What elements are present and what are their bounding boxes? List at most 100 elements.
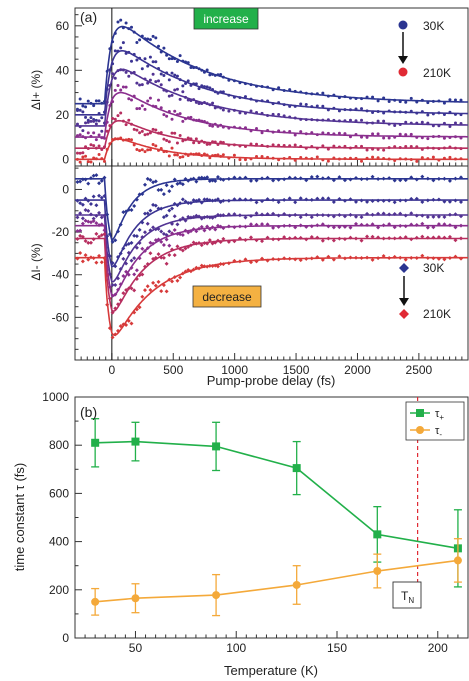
data-point — [129, 25, 133, 29]
data-point — [387, 109, 391, 113]
data-point — [134, 245, 139, 250]
data-point — [348, 225, 353, 230]
legend-bottom-start-label: 30K — [423, 261, 444, 275]
data-point — [271, 112, 275, 116]
data-point — [97, 99, 101, 103]
data-point — [180, 197, 185, 202]
data-point — [129, 71, 133, 75]
data-point — [129, 265, 134, 270]
data-point — [453, 98, 457, 102]
data-point — [105, 147, 109, 151]
data-point — [207, 198, 212, 203]
data-point — [129, 240, 134, 245]
data-point — [431, 178, 436, 183]
data-point — [102, 228, 107, 233]
data-point — [170, 184, 175, 189]
data-point — [360, 135, 364, 139]
data-point — [337, 131, 341, 135]
y-tick-label: 0 — [62, 152, 69, 166]
data-point — [197, 197, 202, 202]
data-point — [348, 146, 352, 150]
data-point — [232, 95, 236, 99]
data-point — [310, 144, 314, 148]
data-point — [331, 178, 336, 183]
data-point — [249, 142, 253, 146]
data-point — [146, 64, 150, 68]
data-point — [172, 275, 177, 280]
data-point — [348, 212, 353, 217]
data-point — [75, 198, 80, 203]
data-point — [326, 108, 330, 112]
data-point — [365, 135, 369, 139]
data-point — [175, 59, 179, 63]
data-point — [260, 99, 264, 103]
data-point — [75, 134, 79, 138]
data-point — [243, 111, 247, 115]
data-point — [382, 148, 386, 152]
data-point — [80, 259, 85, 264]
data-point — [83, 238, 88, 243]
data-point — [127, 74, 131, 78]
data-point — [99, 195, 104, 200]
data-point — [237, 236, 242, 241]
data-point — [216, 153, 220, 157]
data-point — [175, 278, 180, 283]
data-point — [321, 158, 325, 162]
data-point — [81, 129, 85, 133]
data-point — [211, 101, 215, 105]
data-point — [205, 85, 209, 89]
data-point — [213, 240, 218, 245]
data-point — [238, 158, 242, 162]
data-point — [124, 70, 128, 74]
data-point — [458, 236, 463, 241]
data-point — [442, 101, 446, 105]
data-point — [83, 177, 88, 182]
data-point — [121, 85, 125, 89]
data-point — [75, 215, 80, 220]
data-point — [202, 228, 207, 233]
legend-bottom-arrowhead — [399, 298, 409, 306]
data-point — [409, 96, 413, 100]
data-point — [140, 246, 145, 251]
data-point — [86, 257, 91, 262]
data-point — [277, 101, 281, 105]
data-point — [167, 243, 172, 248]
data-point — [88, 212, 93, 217]
data-point — [81, 155, 85, 159]
data-point — [92, 131, 96, 135]
data-point — [170, 279, 175, 284]
data-point — [78, 133, 82, 137]
data-point — [409, 222, 414, 227]
data-point — [315, 118, 319, 122]
data-point — [186, 116, 190, 120]
data-point — [113, 283, 118, 288]
data-point — [232, 125, 236, 129]
data-point — [387, 236, 392, 241]
data-point — [148, 38, 152, 42]
data-point — [219, 72, 223, 76]
y-tick-label: 400 — [49, 535, 69, 549]
data-point — [119, 111, 123, 115]
data-point — [119, 68, 123, 72]
data-point — [310, 157, 314, 161]
data-point — [304, 156, 308, 160]
data-point — [337, 157, 341, 161]
data-point — [91, 438, 100, 447]
data-point — [172, 214, 177, 219]
data-point — [310, 118, 314, 122]
legend-bottom-start-marker — [399, 263, 409, 273]
panel-b-ylabel: time constant τ (fs) — [12, 463, 27, 571]
data-point — [371, 132, 375, 136]
data-point — [97, 144, 101, 148]
data-point — [94, 221, 99, 226]
data-point — [398, 157, 402, 161]
data-point — [205, 224, 210, 229]
data-point — [293, 158, 297, 162]
data-point — [137, 227, 142, 232]
data-point — [393, 145, 397, 149]
data-point — [102, 193, 107, 198]
data-point — [404, 110, 408, 114]
data-point — [221, 198, 226, 203]
data-point — [326, 196, 331, 201]
data-point — [181, 155, 185, 159]
